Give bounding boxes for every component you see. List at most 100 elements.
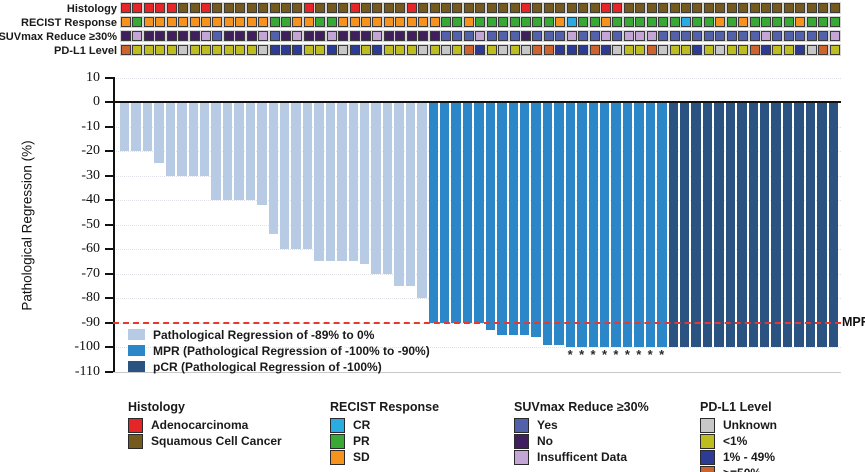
light-blue-swatch xyxy=(128,329,145,340)
annotation-cell-recist xyxy=(395,17,406,27)
annotation-cell-suvmax xyxy=(418,31,429,41)
annotation-cell-pdl1 xyxy=(646,45,657,55)
annotation-cell-histology xyxy=(395,3,406,13)
annotation-cell-suvmax xyxy=(372,31,383,41)
bar-patient-42 xyxy=(588,102,598,347)
annotation-cell-pdl1 xyxy=(441,45,451,55)
bar-patient-48 xyxy=(657,102,667,347)
annotation-cell-pdl1 xyxy=(681,45,691,55)
annotation-cell-histology xyxy=(223,3,234,13)
legend-color-swatch xyxy=(514,418,529,433)
pcr-navy-swatch xyxy=(128,361,145,372)
bar-patient-59 xyxy=(782,102,793,347)
annotation-cell-suvmax xyxy=(395,31,406,41)
annotation-cell-pdl1 xyxy=(406,45,417,55)
annotation-cell-histology xyxy=(578,3,589,13)
annotation-cell-recist xyxy=(349,17,360,27)
track-label-suvmax: SUVmax Reduce ≥30% xyxy=(0,31,117,43)
annotation-cell-recist xyxy=(795,17,806,27)
annotation-cell-pdl1 xyxy=(326,45,337,55)
annotation-cell-histology xyxy=(372,3,383,13)
y-tick-mark xyxy=(105,174,113,177)
bar-patient-27 xyxy=(417,102,427,298)
annotation-cell-suvmax xyxy=(452,31,463,41)
legend-item-label: >=50% xyxy=(723,466,761,472)
annotation-cell-histology xyxy=(498,3,509,13)
bar-patient-51 xyxy=(691,102,701,347)
annotation-cell-suvmax xyxy=(612,31,623,41)
bar-patient-7 xyxy=(188,102,198,176)
bar-patient-2 xyxy=(131,102,141,151)
annotation-cell-suvmax xyxy=(201,31,211,41)
annotation-cell-recist xyxy=(623,17,634,27)
annotation-cell-histology xyxy=(121,3,131,13)
asterisk-mark: * xyxy=(590,347,596,362)
bar-patient-9 xyxy=(211,102,221,200)
bar-patient-25 xyxy=(394,102,404,286)
annotation-cell-histology xyxy=(166,3,177,13)
annotation-cell-histology xyxy=(589,3,600,13)
legend-color-swatch xyxy=(514,450,529,465)
annotation-cell-recist xyxy=(601,17,611,27)
bar-patient-31 xyxy=(462,102,473,323)
bar-patient-20 xyxy=(337,102,347,262)
annotation-cell-suvmax xyxy=(189,31,200,41)
annotation-cell-pdl1 xyxy=(726,45,737,55)
y-tick-label: -80 xyxy=(81,290,100,305)
annotation-cell-suvmax xyxy=(761,31,771,41)
legend-color-swatch xyxy=(330,434,345,449)
y-tick-mark xyxy=(105,346,113,348)
annotation-cell-pdl1 xyxy=(715,45,726,55)
annotation-cell-recist xyxy=(829,17,840,27)
bar-patient-43 xyxy=(600,102,610,347)
annotation-cell-recist xyxy=(783,17,794,27)
annotation-cell-suvmax xyxy=(646,31,657,41)
annotation-cell-histology xyxy=(132,3,143,13)
track-pdl1 xyxy=(120,45,842,57)
bar-patient-55 xyxy=(737,102,747,347)
annotation-cell-suvmax xyxy=(532,31,543,41)
y-tick-label: 10 xyxy=(86,69,100,85)
track-label-recist: RECIST Response xyxy=(21,17,117,29)
annotation-cell-pdl1 xyxy=(315,45,326,55)
annotation-cell-pdl1 xyxy=(235,45,246,55)
bar-patient-24 xyxy=(382,102,393,274)
annotation-cell-recist xyxy=(612,17,623,27)
bar-patient-53 xyxy=(714,102,724,347)
annotation-cell-recist xyxy=(441,17,451,27)
annotation-cell-recist xyxy=(703,17,714,27)
annotation-cell-suvmax xyxy=(521,31,531,41)
annotation-cell-recist xyxy=(201,17,211,27)
bar-patient-23 xyxy=(371,102,381,274)
annotation-cell-recist xyxy=(635,17,646,27)
annotation-cell-recist xyxy=(303,17,314,27)
annotation-cell-recist xyxy=(143,17,154,27)
bar-patient-35 xyxy=(508,102,518,335)
annotation-cell-histology xyxy=(692,3,703,13)
annotation-cell-pdl1 xyxy=(498,45,509,55)
asterisk-mark: * xyxy=(624,347,630,362)
bar-patient-19 xyxy=(325,102,336,262)
annotation-cell-recist xyxy=(646,17,657,27)
y-axis-title: Pathological Regression (%) xyxy=(19,140,35,311)
annotation-cell-pdl1 xyxy=(578,45,589,55)
annotation-cell-recist xyxy=(772,17,783,27)
annotation-cell-recist xyxy=(726,17,737,27)
asterisk-mark: * xyxy=(567,347,573,362)
bar-patient-1 xyxy=(120,102,130,151)
annotation-cell-suvmax xyxy=(543,31,554,41)
annotation-cell-recist xyxy=(418,17,429,27)
bar-patient-32 xyxy=(474,102,484,323)
annotation-cell-histology xyxy=(383,3,394,13)
annotation-cell-suvmax xyxy=(498,31,509,41)
annotation-cell-histology xyxy=(806,3,817,13)
track-histology xyxy=(120,3,842,15)
inplot-legend-label: MPR (Pathological Regression of -100% to… xyxy=(153,344,430,358)
annotation-cell-histology xyxy=(555,3,566,13)
bar-patient-18 xyxy=(314,102,324,262)
annotation-cell-pdl1 xyxy=(121,45,131,55)
annotation-cell-suvmax xyxy=(658,31,669,41)
annotation-cell-suvmax xyxy=(463,31,474,41)
y-tick-label: -90 xyxy=(81,314,100,330)
